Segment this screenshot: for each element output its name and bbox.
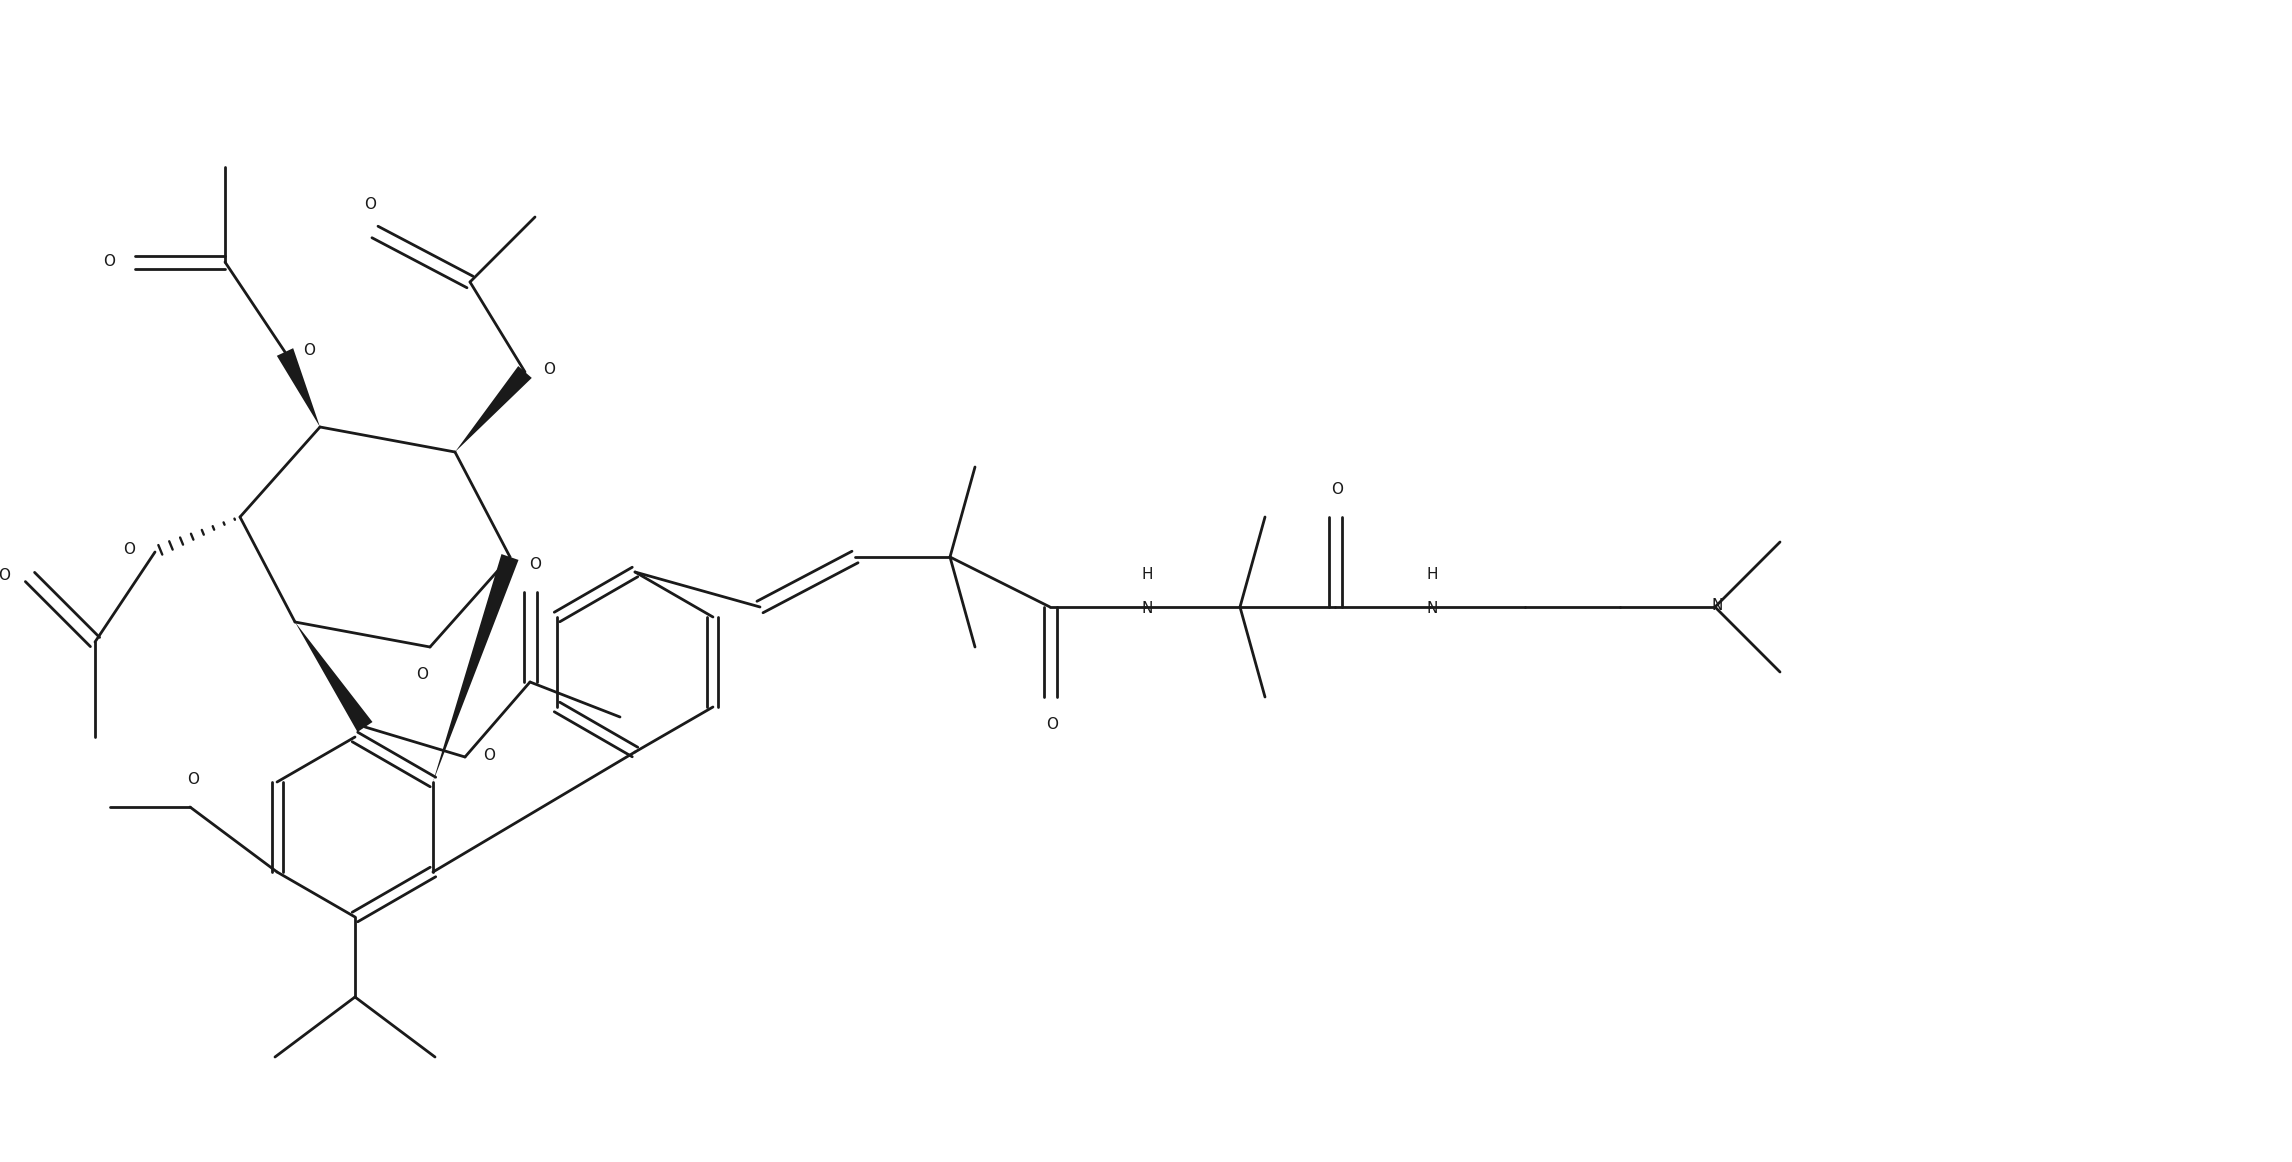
Text: H: H xyxy=(1426,567,1437,582)
Text: O: O xyxy=(1332,482,1343,497)
Text: O: O xyxy=(303,343,314,358)
Text: N: N xyxy=(1426,602,1437,617)
Polygon shape xyxy=(433,554,518,782)
Text: O: O xyxy=(529,557,541,572)
Text: O: O xyxy=(364,198,376,211)
Text: N: N xyxy=(1141,602,1153,617)
Polygon shape xyxy=(296,622,374,732)
Text: O: O xyxy=(188,772,199,787)
Polygon shape xyxy=(456,366,532,452)
Text: H: H xyxy=(1141,567,1153,582)
Text: O: O xyxy=(417,667,429,682)
Text: O: O xyxy=(103,254,115,270)
Text: O: O xyxy=(543,363,555,378)
Text: O: O xyxy=(484,747,495,762)
Text: O: O xyxy=(1045,717,1059,732)
Polygon shape xyxy=(277,349,321,426)
Text: N: N xyxy=(1712,597,1724,612)
Text: O: O xyxy=(124,543,135,558)
Text: O: O xyxy=(0,567,9,582)
